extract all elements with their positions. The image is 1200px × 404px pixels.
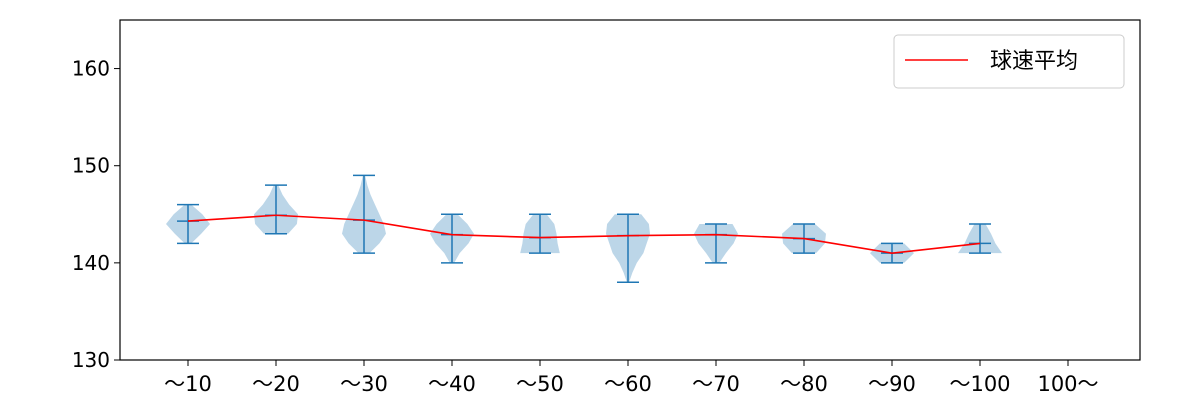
violins-layer [166,174,1002,284]
x-tick-label: ～100 [949,372,1010,396]
y-axis: 130 140 150 160 [72,57,120,372]
x-tick-label: ～50 [516,372,564,396]
y-tick-label: 160 [72,57,110,81]
y-tick-label: 130 [72,348,110,372]
legend-label: 球速平均 [990,49,1078,74]
legend-box [893,34,1125,89]
x-tick-label: 100～ [1037,372,1098,396]
y-tick-label: 140 [72,251,110,275]
x-tick-label: ～20 [252,372,300,396]
x-tick-label: ～40 [428,372,476,396]
legend: 球速平均 [893,34,1125,89]
axes-frame [119,19,1141,361]
x-tick-label: ～10 [164,372,212,396]
x-axis: ～10 ～20 ～30 ～40 ～50 ～60 ～70 ～80 ～90 ～100 100～ [164,360,1099,396]
x-tick-label: ～90 [868,372,916,396]
x-tick-label: ～80 [780,372,828,396]
x-tick-label: ～30 [340,372,388,396]
mean-speed-line [187,214,981,254]
x-tick-label: ～70 [692,372,740,396]
mean-line-layer [187,214,981,254]
x-tick-label: ～60 [604,372,652,396]
y-tick-label: 150 [72,154,110,178]
